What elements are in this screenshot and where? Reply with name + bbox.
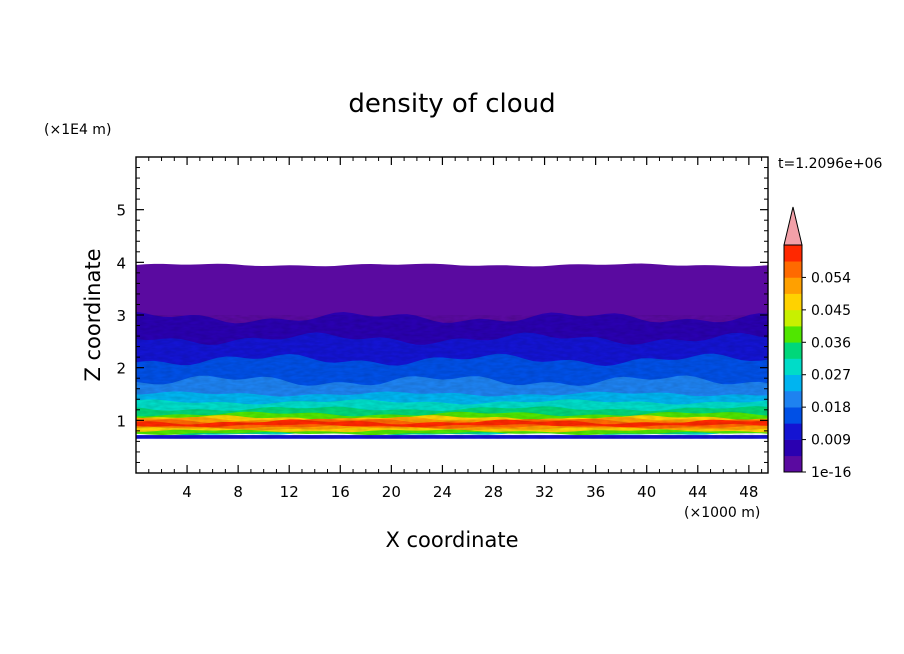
colorbar-swatch bbox=[784, 326, 802, 343]
colorbar-tick-label: 0.027 bbox=[811, 368, 851, 384]
colorbar-tick-label: 0.018 bbox=[811, 400, 851, 416]
colorbar-frame bbox=[783, 244, 803, 473]
colorbar-swatch bbox=[784, 309, 802, 327]
colorbar-swatch bbox=[784, 374, 802, 392]
colorbar-tick-label: 0.009 bbox=[811, 433, 851, 449]
time-label: t=1.2096e+06 bbox=[778, 156, 882, 172]
colorbar-swatch bbox=[784, 390, 802, 408]
x-tick-label: 44 bbox=[688, 483, 707, 501]
colorbar-swatch bbox=[784, 277, 802, 294]
y-tick-label: 2 bbox=[116, 360, 126, 378]
colorbar-swatch bbox=[784, 245, 802, 262]
colorbar-swatch bbox=[784, 455, 802, 473]
x-tick-label: 24 bbox=[433, 483, 452, 501]
colorbar-tick-label: 0.036 bbox=[811, 335, 851, 351]
colorbar-swatch bbox=[784, 439, 802, 457]
chart-title: density of cloud bbox=[348, 89, 555, 119]
y-axis-ticks: 1 2 3 4 5 bbox=[116, 167, 768, 463]
colorbar-swatch bbox=[784, 423, 802, 440]
y-tick-label: 3 bbox=[116, 307, 126, 325]
colorbar-swatch bbox=[784, 293, 802, 311]
colorbar-tick-label: 0.045 bbox=[811, 303, 851, 319]
x-tick-label: 48 bbox=[739, 483, 758, 501]
x-axis-label: X coordinate bbox=[385, 528, 518, 552]
colorbar: 1e-16 0.009 0.018 0.027 0.036 0.045 0.054 bbox=[783, 206, 851, 481]
y-tick-label: 1 bbox=[116, 412, 126, 430]
y-unit-label: (×1E4 m) bbox=[44, 122, 111, 138]
density-field bbox=[136, 263, 768, 439]
field-texture bbox=[136, 315, 768, 439]
x-tick-label: 36 bbox=[586, 483, 605, 501]
x-tick-label: 20 bbox=[382, 483, 401, 501]
colorbar-swatch bbox=[784, 358, 802, 376]
x-tick-label: 40 bbox=[637, 483, 656, 501]
colorbar-tick-label: 0.054 bbox=[811, 270, 851, 286]
y-axis-label: Z coordinate bbox=[81, 248, 105, 381]
x-tick-label: 4 bbox=[182, 483, 192, 501]
y-tick-label: 4 bbox=[116, 254, 126, 272]
x-tick-label: 32 bbox=[535, 483, 554, 501]
colorbar-swatch bbox=[784, 407, 802, 424]
x-tick-label: 16 bbox=[331, 483, 350, 501]
x-tick-label: 28 bbox=[484, 483, 503, 501]
colorbar-swatch bbox=[784, 342, 802, 359]
colorbar-swatch bbox=[784, 261, 802, 278]
x-tick-label: 8 bbox=[233, 483, 243, 501]
x-tick-label: 12 bbox=[280, 483, 299, 501]
colorbar-extend-arrow bbox=[783, 206, 803, 246]
colorbar-tick-label: 1e-16 bbox=[811, 465, 851, 481]
x-unit-label: (×1000 m) bbox=[684, 505, 760, 521]
y-tick-label: 5 bbox=[116, 202, 126, 220]
x-axis-ticks: 4 8 12 16 20 24 28 32 36 40 44 48 bbox=[148, 157, 763, 501]
